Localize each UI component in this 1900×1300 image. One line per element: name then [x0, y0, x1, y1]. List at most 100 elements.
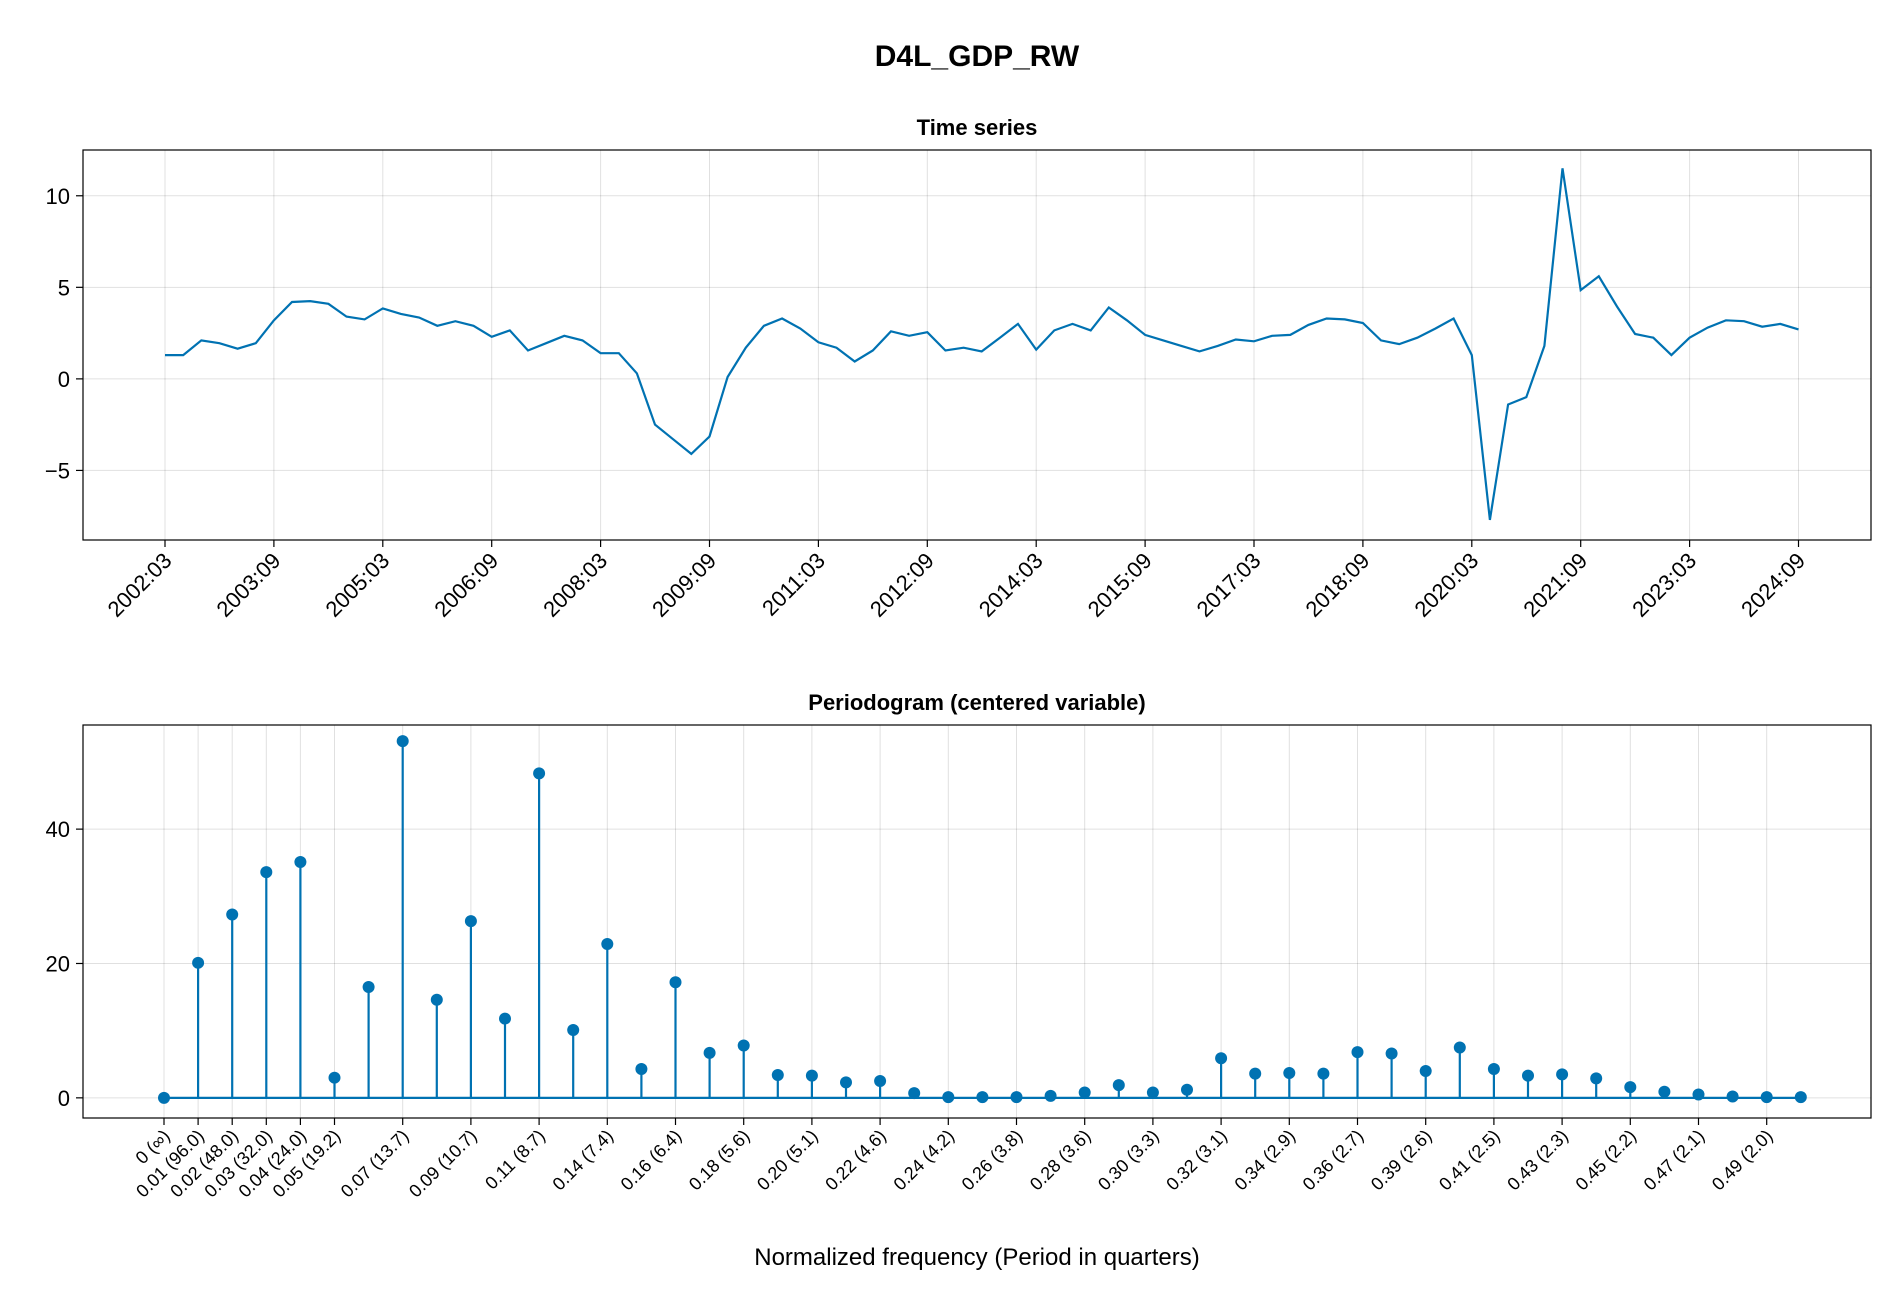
time-series-x-tick-label: 2015:09: [1083, 548, 1157, 622]
time-series-x-tick-label: 2002:03: [103, 548, 177, 622]
periodogram-point: [226, 908, 239, 921]
time-series-panel: Time series −5 0 5 10 2002:03 2003:09 2005:03…: [45, 115, 1872, 622]
periodogram-grid: [83, 725, 1871, 1118]
periodogram-point: [771, 1069, 784, 1082]
periodogram-point: [1249, 1067, 1262, 1080]
time-series-grid: [83, 150, 1871, 540]
time-series-x-tick-label: 2024:09: [1736, 548, 1810, 622]
periodogram-point: [567, 1023, 580, 1036]
periodogram-point: [1487, 1062, 1500, 1075]
periodogram-point: [1351, 1046, 1364, 1059]
periodogram-point: [328, 1071, 341, 1084]
periodogram-point: [805, 1069, 818, 1082]
time-series-x-tick-label: 2011:03: [757, 548, 830, 621]
periodogram-x-tick-label: 0.26 (3.8): [958, 1126, 1027, 1195]
periodogram-point: [1419, 1064, 1432, 1077]
periodogram-x-axis-label: Normalized frequency (Period in quarters…: [754, 1244, 1200, 1271]
periodogram-point: [499, 1012, 511, 1025]
periodogram-x-tick-label: 0.24 (4.2): [890, 1126, 959, 1195]
periodogram-x-tick-label: 0.49 (2.0): [1708, 1126, 1777, 1195]
periodogram-point: [737, 1039, 750, 1052]
periodogram-point: [396, 735, 409, 748]
periodogram-x-tick-label: 0.20 (5.1): [753, 1126, 822, 1195]
time-series-title: Time series: [917, 115, 1038, 140]
periodogram-point: [1215, 1052, 1228, 1065]
periodogram-point: [1044, 1089, 1057, 1102]
periodogram-point: [1146, 1086, 1159, 1099]
periodogram-y-tick-label: 20: [46, 951, 70, 976]
periodogram-x-tick-label: 0.43 (2.3): [1503, 1126, 1572, 1195]
periodogram-point: [669, 976, 682, 989]
periodogram-point: [703, 1046, 716, 1059]
periodogram-x-tick-label: 0.18 (5.6): [685, 1126, 754, 1195]
time-series-axes-frame: [82, 149, 1872, 541]
periodogram-stems: [158, 735, 1807, 1104]
periodogram-panel: Periodogram (centered variable) 0 20 40 0 …: [46, 690, 1872, 1271]
periodogram-x-tick-label: 0.47 (2.1): [1640, 1126, 1709, 1195]
time-series-x-tick-label: 2003:09: [212, 548, 286, 622]
time-series-line: [165, 168, 1799, 521]
periodogram-point: [942, 1091, 955, 1104]
time-series-y-tick-label: 10: [46, 184, 70, 209]
time-series-y-tick-label: 0: [58, 367, 70, 392]
periodogram-x-tick-label: 0.34 (2.9): [1231, 1126, 1300, 1195]
time-series-x-ticks: 2002:03 2003:09 2005:03 2006:09 2008:03 2009:…: [103, 540, 1810, 622]
periodogram-point: [874, 1075, 887, 1088]
periodogram-point: [192, 956, 205, 969]
periodogram-point: [362, 981, 375, 993]
periodogram-point: [1453, 1041, 1466, 1054]
periodogram-point: [1317, 1067, 1330, 1080]
periodogram-x-tick-label: 0.14 (7.4): [549, 1126, 618, 1195]
periodogram-x-ticks: 0 (∞)0.01 (96.0)0.02 (48.0)0.03 (32.0)0.…: [132, 1118, 1777, 1201]
periodogram-y-ticks: 0 20 40: [46, 817, 83, 1111]
periodogram-point: [1010, 1091, 1023, 1104]
periodogram-point: [464, 915, 477, 928]
periodogram-point: [1590, 1072, 1603, 1085]
periodogram-point: [1385, 1047, 1398, 1060]
time-series-x-tick-label: 2018:09: [1301, 548, 1375, 622]
periodogram-point: [1624, 1081, 1637, 1094]
time-series-x-tick-label: 2012:09: [865, 548, 939, 622]
time-series-x-tick-label: 2017:03: [1192, 548, 1266, 622]
periodogram-x-tick-label: 0.39 (2.6): [1367, 1126, 1436, 1195]
periodogram-x-tick-label: 0.30 (3.3): [1094, 1126, 1163, 1195]
periodogram-point: [430, 993, 443, 1006]
periodogram-point: [1181, 1083, 1193, 1096]
time-series-x-tick-label: 2005:03: [320, 548, 394, 622]
figure-title: D4L_GDP_RW: [875, 40, 1080, 73]
time-series-x-tick-label: 2009:09: [647, 548, 721, 622]
periodogram-point: [908, 1087, 921, 1100]
periodogram-point: [1726, 1090, 1739, 1103]
periodogram-x-tick-label: 0.16 (6.4): [617, 1126, 686, 1195]
periodogram-point: [260, 866, 273, 879]
time-series-x-tick-label: 2014:03: [974, 548, 1048, 622]
periodogram-point: [635, 1062, 648, 1075]
time-series-x-tick-label: 2006:09: [429, 548, 503, 622]
time-series-y-tick-label: −5: [45, 458, 70, 483]
periodogram-x-tick-label: 0.45 (2.2): [1572, 1126, 1641, 1195]
periodogram-point: [158, 1091, 170, 1104]
periodogram-point: [294, 856, 307, 869]
periodogram-point: [1283, 1066, 1296, 1079]
periodogram-point: [601, 938, 614, 951]
periodogram-point: [976, 1091, 989, 1104]
periodogram-x-tick-label: 0.36 (2.7): [1299, 1126, 1368, 1195]
periodogram-point: [1658, 1085, 1671, 1098]
time-series-x-tick-label: 2020:03: [1409, 548, 1483, 622]
periodogram-point: [840, 1076, 852, 1089]
time-series-y-tick-label: 5: [58, 275, 70, 300]
periodogram-x-tick-label: 0.11 (8.7): [481, 1126, 549, 1194]
periodogram-axes-frame: [82, 724, 1872, 1119]
periodogram-point: [1794, 1091, 1807, 1104]
periodogram-x-tick-label: 0.32 (3.1): [1162, 1126, 1231, 1195]
time-series-x-tick-label: 2008:03: [538, 548, 612, 622]
periodogram-y-tick-label: 40: [46, 817, 70, 842]
periodogram-point: [1692, 1088, 1705, 1101]
time-series-y-ticks: −5 0 5 10: [45, 184, 83, 483]
periodogram-point: [1760, 1091, 1773, 1104]
periodogram-point: [1078, 1086, 1091, 1099]
periodogram-x-tick-label: 0.28 (3.6): [1026, 1126, 1095, 1195]
periodogram-point: [533, 767, 546, 780]
periodogram-point: [1112, 1079, 1125, 1092]
periodogram-x-tick-label: 0.22 (4.6): [821, 1126, 890, 1195]
